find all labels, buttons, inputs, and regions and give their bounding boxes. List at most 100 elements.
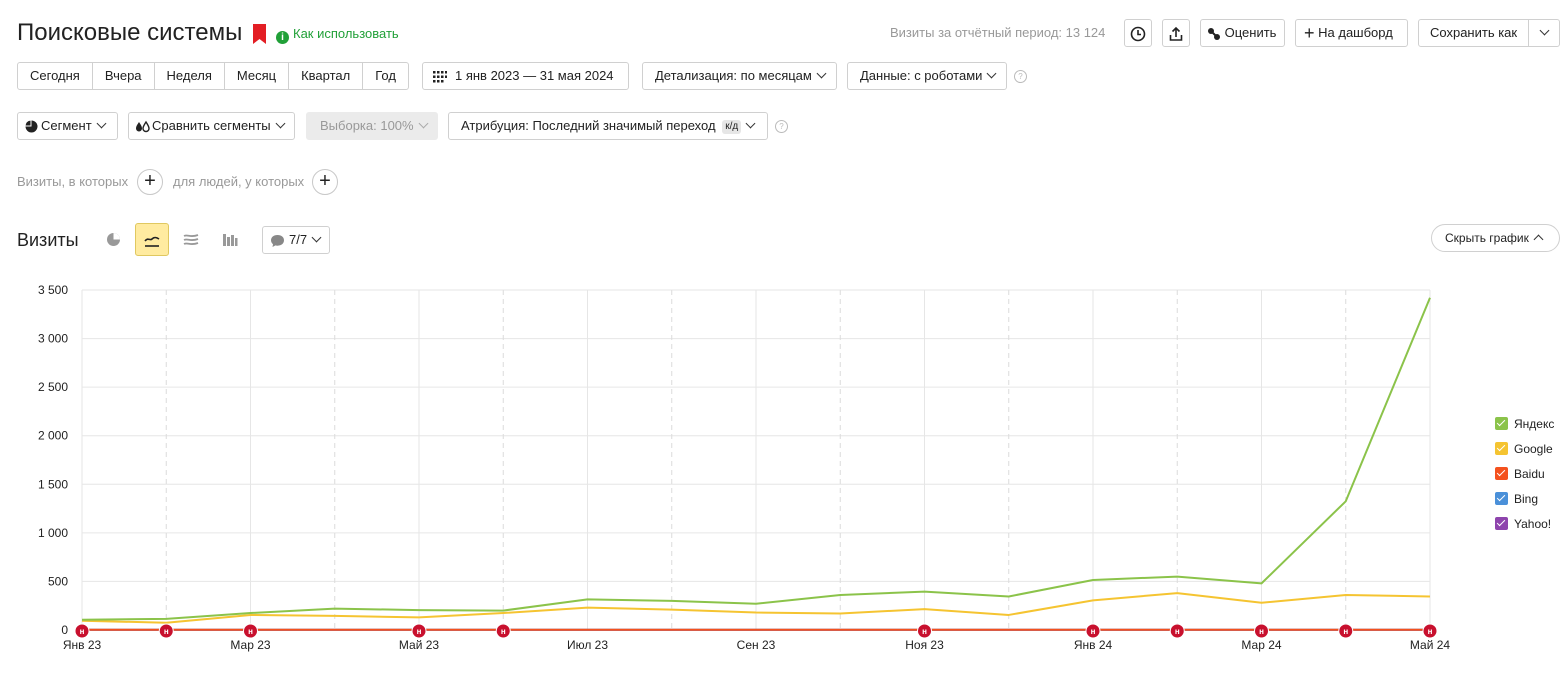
annotation-marker-label: н bbox=[80, 627, 85, 636]
chevron-up-icon bbox=[1533, 234, 1544, 245]
preset-yesterday[interactable]: Вчера bbox=[93, 63, 155, 89]
date-range-label: 1 янв 2023 — 31 мая 2024 bbox=[455, 68, 614, 83]
legend-item-google[interactable]: Google bbox=[1495, 441, 1553, 457]
rate-label: Оценить bbox=[1224, 25, 1277, 40]
checkbox-icon bbox=[1495, 467, 1508, 480]
attribution-label: Атрибуция: Последний значимый переход bbox=[461, 118, 716, 133]
legend-item-yahoo[interactable]: Yahoo! bbox=[1495, 516, 1551, 532]
history-button[interactable] bbox=[1124, 19, 1152, 47]
segment-label: Сегмент bbox=[41, 118, 92, 133]
view-line-button[interactable] bbox=[135, 223, 169, 256]
rate-button[interactable]: Оценить bbox=[1200, 19, 1285, 47]
legend-label: Yahoo! bbox=[1514, 517, 1552, 531]
calendar-icon bbox=[433, 70, 447, 83]
annotation-marker-label: н bbox=[501, 627, 506, 636]
annotation-marker-label: н bbox=[417, 627, 422, 636]
line-chart-icon bbox=[144, 236, 160, 247]
add-people-filter-button[interactable]: + bbox=[312, 169, 338, 195]
preset-today[interactable]: Сегодня bbox=[18, 63, 93, 89]
checkbox-icon bbox=[1495, 442, 1508, 455]
info-icon: i bbox=[276, 31, 289, 44]
x-tick-label: Ноя 23 bbox=[905, 638, 944, 652]
y-tick-label: 0 bbox=[61, 623, 68, 637]
drops-icon bbox=[136, 120, 150, 133]
annotation-marker-label: н bbox=[1428, 627, 1433, 636]
x-tick-label: Сен 23 bbox=[737, 638, 776, 652]
view-pie-button[interactable] bbox=[96, 223, 130, 256]
checkbox-icon bbox=[1495, 417, 1508, 430]
chevron-down-icon bbox=[96, 118, 107, 129]
preset-week[interactable]: Неделя bbox=[155, 63, 225, 89]
legend-label: Bing bbox=[1514, 492, 1539, 506]
hide-chart-label: Скрыть график bbox=[1445, 231, 1529, 245]
annotation-marker-label: н bbox=[248, 627, 253, 636]
preset-year[interactable]: Год bbox=[375, 68, 396, 83]
legend-item-baidu[interactable]: Baidu bbox=[1495, 466, 1545, 482]
legend-label: Яндекс bbox=[1514, 417, 1555, 431]
legend-item-bing[interactable]: Bing bbox=[1495, 491, 1538, 507]
visits-total: Визиты за отчётный период: 13 124 bbox=[890, 25, 1106, 40]
annotation-marker bbox=[1254, 623, 1269, 639]
view-area-button[interactable] bbox=[174, 223, 208, 256]
bookmark-icon[interactable] bbox=[253, 24, 266, 44]
x-tick-label: Май 23 bbox=[399, 638, 440, 652]
area-chart-icon bbox=[183, 234, 199, 246]
sample-label: Выборка: 100% bbox=[320, 118, 414, 133]
period-presets: Сегодня Вчера Неделя Месяц Квартал Год bbox=[17, 62, 409, 90]
save-as-dropdown[interactable] bbox=[1528, 20, 1559, 46]
attribution-dropdown[interactable]: Атрибуция: Последний значимый переход к/… bbox=[448, 112, 768, 140]
y-tick-label: 1 500 bbox=[38, 477, 68, 491]
hide-chart-button[interactable]: Скрыть график bbox=[1431, 224, 1560, 252]
y-tick-label: 2 500 bbox=[38, 380, 68, 394]
checkbox-icon bbox=[1495, 492, 1508, 505]
view-bar-button[interactable] bbox=[213, 223, 247, 256]
x-tick-label: Май 24 bbox=[1410, 638, 1451, 652]
compare-label: Сравнить сегменты bbox=[152, 118, 271, 133]
annotation-marker-label: н bbox=[1343, 627, 1348, 636]
people-filter-label: для людей, у которых bbox=[173, 174, 305, 189]
date-range-button[interactable]: 1 янв 2023 — 31 мая 2024 bbox=[422, 62, 629, 90]
annotations-dropdown[interactable]: 7/7 bbox=[262, 226, 330, 254]
chevron-down-icon bbox=[418, 118, 429, 129]
x-tick-label: Янв 24 bbox=[1074, 638, 1113, 652]
save-as-label: Сохранить как bbox=[1430, 25, 1518, 40]
chevron-down-icon bbox=[816, 68, 827, 79]
annotation-marker bbox=[495, 623, 511, 639]
detail-label: Детализация: по месяцам bbox=[655, 68, 812, 83]
annotation-marker-label: н bbox=[922, 627, 927, 636]
preset-quarter[interactable]: Квартал bbox=[289, 63, 364, 89]
y-tick-label: 3 000 bbox=[38, 332, 68, 346]
pie-chart-icon bbox=[106, 233, 120, 247]
annotation-marker-label: н bbox=[1259, 627, 1264, 636]
annotation-marker bbox=[411, 623, 427, 639]
compare-segments-dropdown[interactable]: Сравнить сегменты bbox=[128, 112, 295, 140]
sample-dropdown: Выборка: 100% bbox=[306, 112, 438, 140]
export-button[interactable] bbox=[1162, 19, 1190, 47]
annotation-marker bbox=[1338, 623, 1354, 639]
detail-dropdown[interactable]: Детализация: по месяцам bbox=[642, 62, 837, 90]
y-tick-label: 3 500 bbox=[38, 283, 68, 297]
annotation-marker bbox=[158, 623, 174, 639]
data-dropdown[interactable]: Данные: с роботами bbox=[847, 62, 1007, 90]
x-tick-label: Янв 23 bbox=[63, 638, 102, 652]
how-to-use-link[interactable]: i Как использовать bbox=[276, 26, 399, 44]
segment-dropdown[interactable]: Сегмент bbox=[17, 112, 118, 140]
add-to-dashboard-button[interactable]: + На дашборд bbox=[1295, 19, 1408, 47]
dashboard-label: На дашборд bbox=[1318, 25, 1393, 40]
save-as-button[interactable]: Сохранить как bbox=[1418, 19, 1560, 47]
help-icon[interactable]: ? bbox=[775, 120, 788, 133]
y-tick-label: 1 000 bbox=[38, 526, 68, 540]
annotation-marker-label: н bbox=[1091, 627, 1096, 636]
annotation-marker bbox=[1085, 623, 1101, 639]
chevron-down-icon bbox=[745, 118, 756, 129]
preset-month[interactable]: Месяц bbox=[225, 63, 290, 89]
page-title: Поисковые системы bbox=[17, 19, 243, 46]
annotation-marker-label: н bbox=[1175, 627, 1180, 636]
annotation-marker bbox=[74, 623, 90, 639]
help-icon[interactable]: ? bbox=[1014, 70, 1027, 83]
share-icon bbox=[1169, 26, 1183, 41]
checkbox-icon bbox=[1495, 517, 1508, 530]
add-visits-filter-button[interactable]: + bbox=[137, 169, 163, 195]
legend-item-yandex[interactable]: Яндекс bbox=[1495, 416, 1554, 432]
clock-icon bbox=[1130, 26, 1146, 41]
